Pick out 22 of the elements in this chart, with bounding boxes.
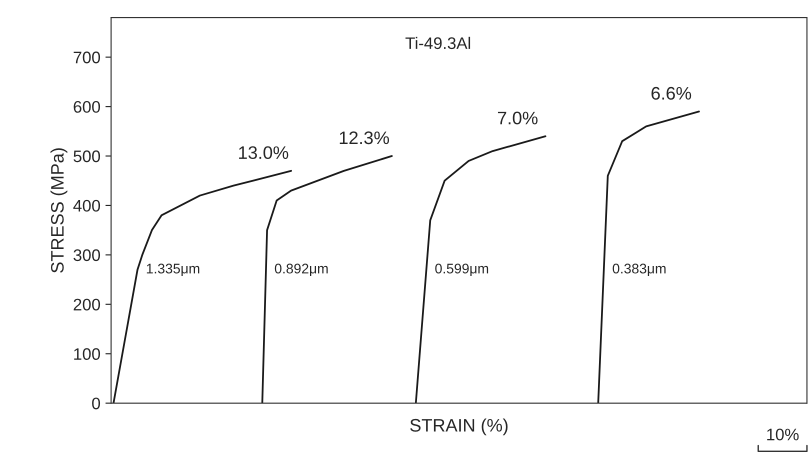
annotation: 12.3% bbox=[340, 131, 390, 144]
series-label: 1.335μm bbox=[146, 264, 200, 276]
y-tick-label: 400 bbox=[73, 200, 100, 212]
y-tick-label: 500 bbox=[74, 150, 100, 162]
x-axis-title: STRAIN (%) bbox=[410, 418, 508, 436]
series-label: 0.892μm bbox=[274, 264, 328, 276]
annotation: Ti-49.3Al bbox=[405, 36, 470, 50]
y-tick-label: 700 bbox=[74, 52, 100, 64]
text: 10% bbox=[767, 428, 799, 440]
line-series bbox=[597, 110, 700, 404]
y-tick-label: 100 bbox=[74, 348, 100, 360]
y-tick-label: 300 bbox=[74, 249, 100, 262]
annotation: 13.0% bbox=[239, 146, 288, 160]
y-tick-label: 200 bbox=[74, 298, 100, 311]
y-tick-label: 0 bbox=[92, 398, 100, 410]
series-label: 0.599μm bbox=[435, 264, 488, 276]
y-axis-title: STRESS (MPa) bbox=[50, 148, 68, 273]
series-label: 0.383μm bbox=[612, 264, 666, 276]
y-tick-label: 600 bbox=[74, 100, 100, 113]
line-series bbox=[414, 135, 546, 404]
annotation: 7.0% bbox=[498, 112, 538, 124]
annotation: 6.6% bbox=[652, 86, 692, 100]
